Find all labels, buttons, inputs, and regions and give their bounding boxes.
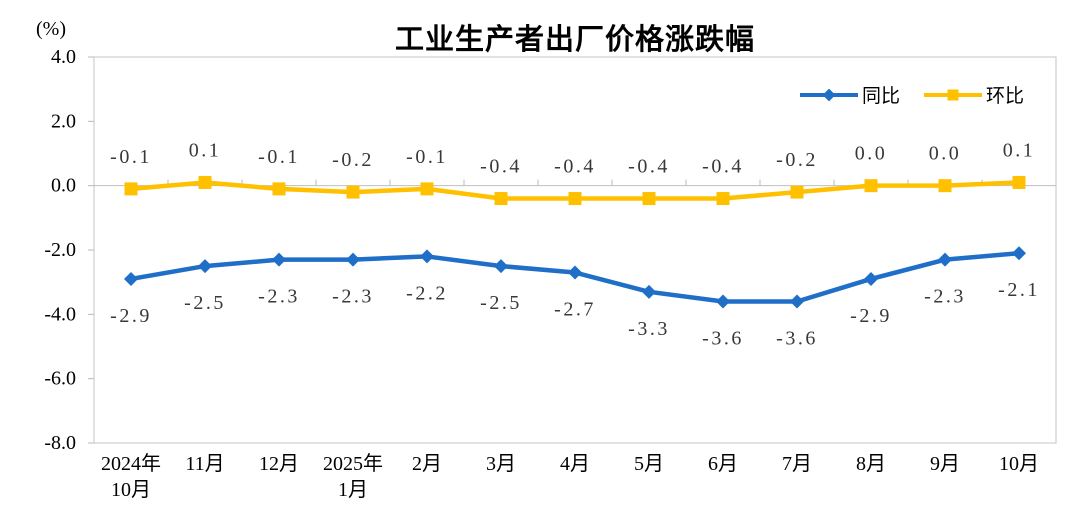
y-axis-tick-label: 4.0 (51, 46, 76, 68)
x-axis-label: 11月 (185, 453, 224, 475)
data-point-marker-square (198, 175, 212, 189)
data-point-marker-square (346, 185, 360, 199)
data-point-marker-diamond (568, 265, 582, 280)
x-axis-label: 10月 (999, 453, 1039, 475)
data-point-marker-diamond (420, 249, 434, 264)
y-axis-tick-label: -8.0 (44, 432, 76, 454)
x-axis-label: 10月 (111, 479, 151, 501)
y-axis-tick-label: -4.0 (44, 303, 76, 325)
data-label: -2.5 (480, 292, 522, 314)
data-label: -2.5 (184, 292, 226, 314)
data-point-marker-square (494, 192, 508, 206)
data-point-marker-square (864, 179, 878, 193)
x-axis-label: 1月 (338, 479, 368, 501)
chart-title: 工业生产者出厂价格涨跌幅 (394, 24, 755, 56)
data-label: -0.4 (628, 156, 670, 178)
data-label: -0.2 (776, 149, 818, 171)
data-point-marker-diamond (716, 294, 730, 309)
data-label: -3.6 (776, 327, 818, 349)
data-point-marker-diamond (790, 294, 804, 309)
legend-label-yoy: 同比 (862, 86, 901, 107)
y-axis-tick-label: -2.0 (44, 239, 76, 261)
data-point-marker-diamond (272, 252, 286, 267)
data-point-marker-square (938, 179, 952, 193)
data-label: -0.4 (480, 156, 522, 178)
data-label: -2.3 (332, 286, 374, 308)
data-point-marker-diamond (346, 252, 360, 267)
data-point-marker-diamond (198, 259, 212, 274)
y-axis-tick-label: 0.0 (51, 175, 76, 197)
data-label: -2.9 (110, 305, 152, 327)
legend: 同比 环比 (800, 81, 1024, 108)
mom-line-swatch (924, 88, 983, 102)
data-point-marker-square (272, 182, 286, 196)
data-point-marker-diamond (1012, 246, 1026, 261)
x-axis-label: 6月 (708, 453, 738, 475)
y-axis-unit-label: (%) (36, 18, 66, 40)
data-point-marker-square (790, 185, 804, 199)
data-label: -2.7 (554, 299, 596, 321)
data-label: -3.3 (628, 318, 670, 340)
legend-item-yoy: 同比 (800, 81, 900, 108)
data-label: 0.1 (189, 139, 222, 161)
x-axis-label: 9月 (930, 453, 960, 475)
x-axis-label: 12月 (259, 453, 299, 475)
data-label: 0.0 (929, 143, 962, 165)
data-point-marker-diamond (864, 271, 878, 286)
x-axis-label: 8月 (856, 453, 886, 475)
legend-label-mom: 环比 (986, 86, 1025, 107)
data-point-marker-square (568, 192, 582, 206)
data-label: -0.1 (406, 146, 448, 168)
data-point-marker-square (1012, 175, 1026, 189)
data-label: -3.6 (702, 327, 744, 349)
x-axis-label: 3月 (486, 453, 516, 475)
data-label: -0.1 (258, 146, 300, 168)
data-point-marker-square (124, 182, 138, 196)
y-axis-tick-label: 2.0 (51, 110, 76, 132)
x-axis-label: 2024年 (101, 452, 161, 475)
x-axis-label: 2025年 (323, 452, 383, 475)
data-label: -2.3 (258, 286, 300, 308)
data-label: -2.2 (406, 282, 448, 304)
data-point-marker-diamond (642, 284, 656, 299)
x-axis-label: 4月 (560, 453, 590, 475)
square-marker-icon (947, 89, 959, 100)
x-axis-label: 5月 (634, 453, 664, 475)
data-point-marker-diamond (494, 259, 508, 274)
data-label: -0.4 (554, 156, 596, 178)
data-label: -2.3 (924, 286, 966, 308)
diamond-marker-icon (822, 88, 836, 101)
data-point-marker-diamond (938, 252, 952, 267)
legend-item-mom: 环比 (924, 81, 1024, 108)
data-label: 0.1 (1003, 139, 1036, 161)
data-label: -0.4 (702, 156, 744, 178)
data-label: -2.9 (850, 305, 892, 327)
data-label: -0.2 (332, 149, 374, 171)
data-point-marker-square (716, 192, 730, 206)
data-point-marker-diamond (124, 271, 138, 286)
data-label: -0.1 (110, 146, 152, 168)
plot-frame (93, 56, 1057, 444)
data-label: -2.1 (998, 279, 1040, 301)
data-point-marker-square (642, 192, 656, 206)
x-axis-label: 2月 (412, 453, 442, 475)
x-axis-label: 7月 (782, 453, 812, 475)
y-axis-tick-label: -6.0 (44, 368, 76, 390)
yoy-line-swatch (800, 88, 858, 102)
data-point-marker-square (420, 182, 434, 196)
data-label: 0.0 (855, 143, 888, 165)
